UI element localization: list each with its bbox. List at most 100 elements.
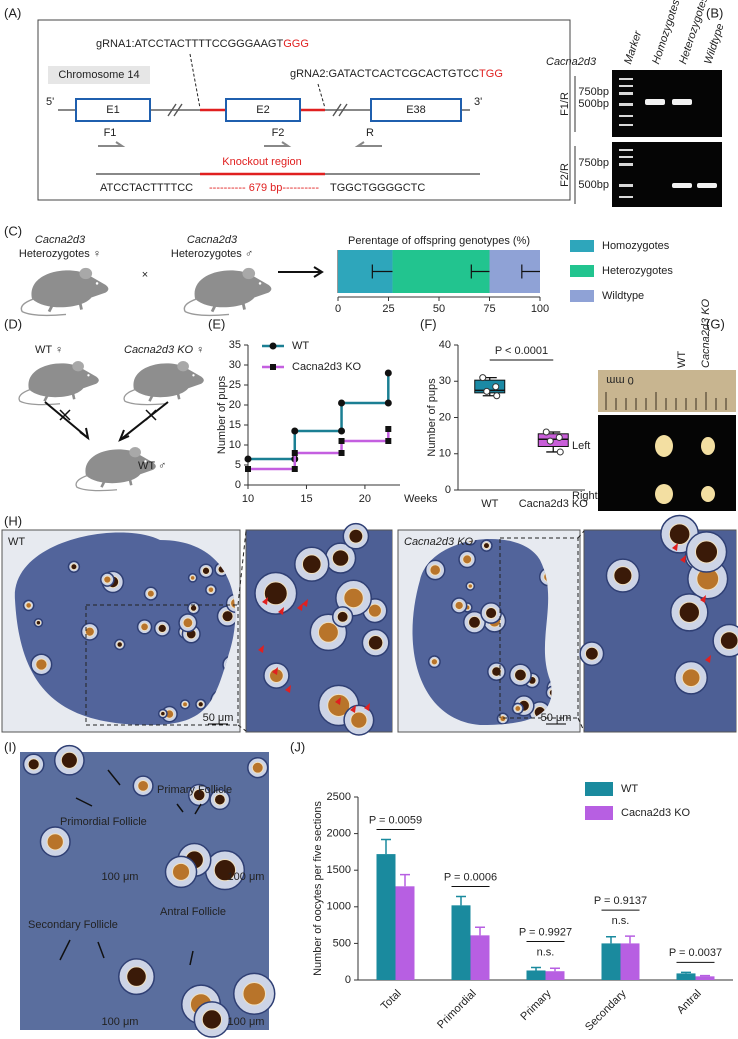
oocyte [25,602,32,609]
cut-site [189,53,201,109]
y-tick-label: 30 [439,375,451,387]
scale-label: 100 μm [228,1016,265,1028]
point [493,392,501,400]
ruler-ticks [605,392,727,410]
error-bar [456,895,466,906]
bar [601,943,621,980]
band [619,156,633,158]
exon [75,98,151,122]
error-bar [606,936,616,944]
oocyte [60,751,78,769]
ruler-label: 0 mm [606,374,634,386]
oocyte [182,617,194,629]
oocyte [160,710,166,717]
band [672,99,692,105]
panel-label: (I) [4,739,16,754]
y-tick-label: 20 [439,411,451,423]
panel-label: (D) [4,316,22,331]
arrow [59,769,202,966]
oocyte [230,597,236,609]
panel-label: (H) [4,513,22,528]
x-tick-label: 50 [433,303,445,315]
arrowhead [335,697,341,705]
band [619,124,633,126]
legend-swatch [570,265,594,277]
marker [338,427,346,435]
legend-label: WT [292,340,309,352]
exon-label: E38 [406,104,426,116]
band [697,183,717,188]
p-value: P = 0.9137 [594,895,647,907]
oocyte [35,658,48,671]
marker-size: 750bp [578,86,609,98]
x-tick-label: Cacna2d3 KO [519,498,589,510]
point [556,448,564,456]
y-tick-label: 500 [333,937,351,949]
arrowhead [350,705,356,713]
point [546,437,554,445]
arrowhead [262,597,268,605]
arrowheads [258,543,711,713]
point [542,428,550,436]
follicle [545,685,552,700]
oocyte [678,601,700,624]
oocyte [462,554,473,565]
image-label: WT [8,536,25,548]
oocyte [221,610,234,623]
oocyte [485,606,498,620]
panel-i: Primordial Follicle Primary Follicle Sec… [20,744,276,1038]
annotation: P < 0.0001 [495,345,548,357]
panel-label: (J) [290,739,305,754]
primer-label: F1 [104,127,117,139]
follicle [20,512,37,529]
oocyte [126,966,147,987]
x-tick-label: 75 [483,303,495,315]
grna-seq: gRNA2:GATACTCACTCGCACTGTCC [290,68,479,80]
error-bar [700,974,710,977]
gene: Cacna2d3 [546,56,597,68]
mouse [122,359,206,407]
y-axis-label: Number of pups [426,378,438,457]
band [645,99,665,105]
panel-label: (F) [420,316,437,331]
y-tick-label: 0 [445,484,451,496]
panel-h: WT Cacna2d3 KO 50 μm 50 μm [1,512,738,736]
oocyte [514,668,527,682]
marker [291,427,299,435]
sequence: TGGCTGGGGCTC [330,182,425,194]
oocyte [348,528,364,544]
break [167,103,348,117]
pam: TGG [479,68,503,80]
band [619,92,633,95]
scale-label: 100 μm [102,871,139,883]
oocyte [140,622,149,632]
x-tick-label: 100 [531,303,549,315]
panel-label: (E) [208,316,225,331]
mouse [17,359,101,407]
band [672,183,692,188]
x-tick-label: 0 [335,303,341,315]
oocyte [103,575,112,584]
arrowhead [672,543,678,551]
y-tick-label: 1500 [327,864,351,876]
oocyte [317,621,339,643]
arrowhead [700,595,706,603]
error-bar [371,264,393,279]
parent-label: Heterozygotes ♂ [171,248,253,260]
marker [245,466,251,472]
oocyte [201,1009,223,1030]
point [555,433,563,441]
marker [385,426,392,432]
mouse [182,266,274,318]
y-tick-label: 15 [229,419,241,431]
zoom-line [237,530,247,732]
bar [451,905,471,980]
band [619,149,633,151]
oocyte [171,862,191,881]
band [619,78,633,80]
legend-label: Cacna2d3 KO [292,361,362,373]
p-value: P = 0.0006 [444,871,497,883]
arrowhead [302,599,308,607]
cross: × [142,269,148,281]
parent-label: Heterozygotes ♀ [19,248,101,260]
